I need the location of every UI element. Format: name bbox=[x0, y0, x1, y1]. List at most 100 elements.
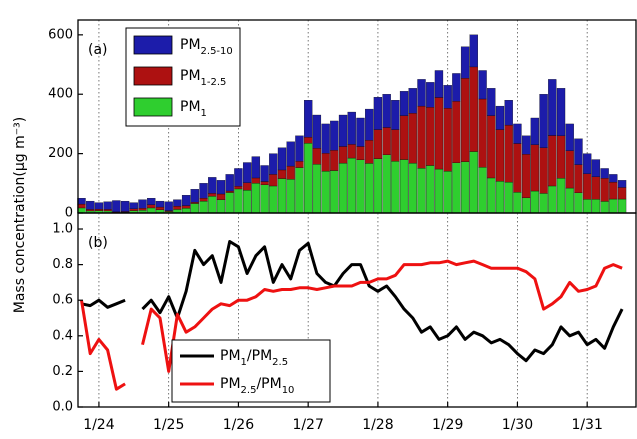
bar-segment bbox=[583, 199, 592, 214]
bar-segment bbox=[190, 189, 199, 203]
bar-segment bbox=[208, 193, 217, 197]
y-tick-label: 0 bbox=[65, 206, 73, 221]
bar-segment bbox=[504, 181, 513, 214]
bar-segment bbox=[234, 188, 243, 214]
bar-segment bbox=[391, 161, 400, 214]
bar-segment bbox=[434, 97, 444, 170]
bar-segment bbox=[330, 150, 339, 171]
bar-segment bbox=[382, 127, 391, 155]
bar-segment bbox=[609, 198, 618, 214]
bar-segment bbox=[321, 153, 330, 172]
bar-segment bbox=[234, 186, 243, 190]
bar-segment bbox=[347, 111, 356, 145]
bar-segment bbox=[356, 146, 365, 161]
bar-segment bbox=[251, 177, 261, 184]
bar-segment bbox=[365, 163, 374, 214]
bar-segment bbox=[225, 192, 234, 214]
x-tick-label: 1/27 bbox=[292, 417, 323, 433]
y-axis-label: Mass concentration(μg m⁻³) bbox=[12, 117, 28, 313]
bar-segment bbox=[199, 198, 208, 202]
bar-segment bbox=[556, 178, 566, 214]
bar-segment bbox=[216, 199, 226, 214]
bar-segment bbox=[208, 177, 217, 194]
bar-segment bbox=[338, 146, 348, 164]
y-tick-label: 0.8 bbox=[52, 257, 73, 272]
bar-segment bbox=[452, 101, 461, 163]
bar-segment bbox=[242, 162, 252, 183]
bar-segment bbox=[173, 206, 182, 210]
bar-segment bbox=[487, 115, 496, 179]
legend-label: PM1-2.5 bbox=[180, 68, 226, 88]
bar-segment bbox=[426, 82, 435, 108]
bar-segment bbox=[286, 141, 295, 167]
bar-segment bbox=[452, 162, 461, 214]
bar-segment bbox=[373, 158, 383, 214]
bar-segment bbox=[443, 85, 452, 109]
bar-segment bbox=[365, 140, 374, 164]
bar-segment bbox=[373, 97, 383, 130]
bar-segment bbox=[173, 199, 182, 207]
bar-segment bbox=[181, 205, 191, 209]
bar-segment bbox=[495, 181, 505, 214]
bar-segment bbox=[277, 147, 287, 171]
bar-segment bbox=[260, 165, 269, 182]
legend-label: PM1/PM2.5 bbox=[220, 348, 288, 368]
bar-segment bbox=[77, 203, 86, 209]
bar-segment bbox=[86, 209, 95, 212]
bar-segment bbox=[138, 208, 147, 211]
bar-segment bbox=[399, 159, 409, 214]
bar-segment bbox=[312, 164, 322, 214]
series-line bbox=[81, 240, 624, 363]
bar-segment bbox=[460, 78, 470, 162]
bar-segment bbox=[94, 202, 104, 210]
bar-segment bbox=[617, 198, 627, 214]
bar-segment bbox=[556, 88, 566, 136]
bar-segment bbox=[382, 94, 391, 128]
legend-box bbox=[171, 339, 331, 403]
bar-segment bbox=[521, 154, 531, 199]
bar-segment bbox=[269, 185, 278, 214]
bar-segment bbox=[208, 196, 217, 214]
bar-segment bbox=[434, 168, 444, 214]
bar-segment bbox=[216, 193, 226, 200]
bar-segment bbox=[548, 79, 557, 136]
bar-segment bbox=[190, 202, 199, 204]
bar-segment bbox=[408, 88, 417, 114]
bar-segment bbox=[548, 185, 557, 214]
bar-segment bbox=[304, 137, 313, 144]
legend-label: PM2.5-10 bbox=[180, 37, 233, 57]
bar-segment bbox=[521, 135, 531, 155]
bar-segment bbox=[399, 115, 409, 160]
bar-segment bbox=[574, 138, 583, 165]
series-line bbox=[80, 259, 623, 391]
bar-segment bbox=[460, 46, 470, 79]
bar-segment bbox=[565, 123, 574, 151]
bar-segment bbox=[487, 88, 496, 116]
bar-segment bbox=[574, 192, 583, 214]
bar-segment bbox=[399, 91, 409, 116]
bar-segment bbox=[617, 180, 627, 188]
bar-segment bbox=[120, 200, 130, 212]
bar-segment bbox=[460, 161, 470, 214]
bar-segment bbox=[591, 159, 601, 177]
legend-label: PM2.5/PM10 bbox=[220, 376, 294, 396]
bar-segment bbox=[408, 113, 417, 164]
bar-segment bbox=[565, 187, 574, 214]
bar-segment bbox=[251, 156, 261, 179]
bar-segment bbox=[565, 150, 574, 189]
bar-segment bbox=[478, 70, 487, 100]
bar-segment bbox=[530, 144, 540, 192]
bar-segment bbox=[478, 98, 487, 168]
bar-segment bbox=[112, 200, 121, 212]
bar-segment bbox=[548, 135, 557, 187]
bar-segment bbox=[321, 170, 330, 214]
bar-segment bbox=[199, 200, 208, 214]
bar-segment bbox=[417, 79, 426, 107]
bar-segment bbox=[242, 182, 252, 191]
bar-segment bbox=[539, 94, 548, 148]
bar-segment bbox=[164, 201, 173, 211]
x-tick-label: 1/26 bbox=[223, 417, 255, 433]
bar-segment bbox=[347, 157, 356, 214]
bar-segment bbox=[199, 183, 208, 199]
bar-segment bbox=[304, 100, 313, 138]
